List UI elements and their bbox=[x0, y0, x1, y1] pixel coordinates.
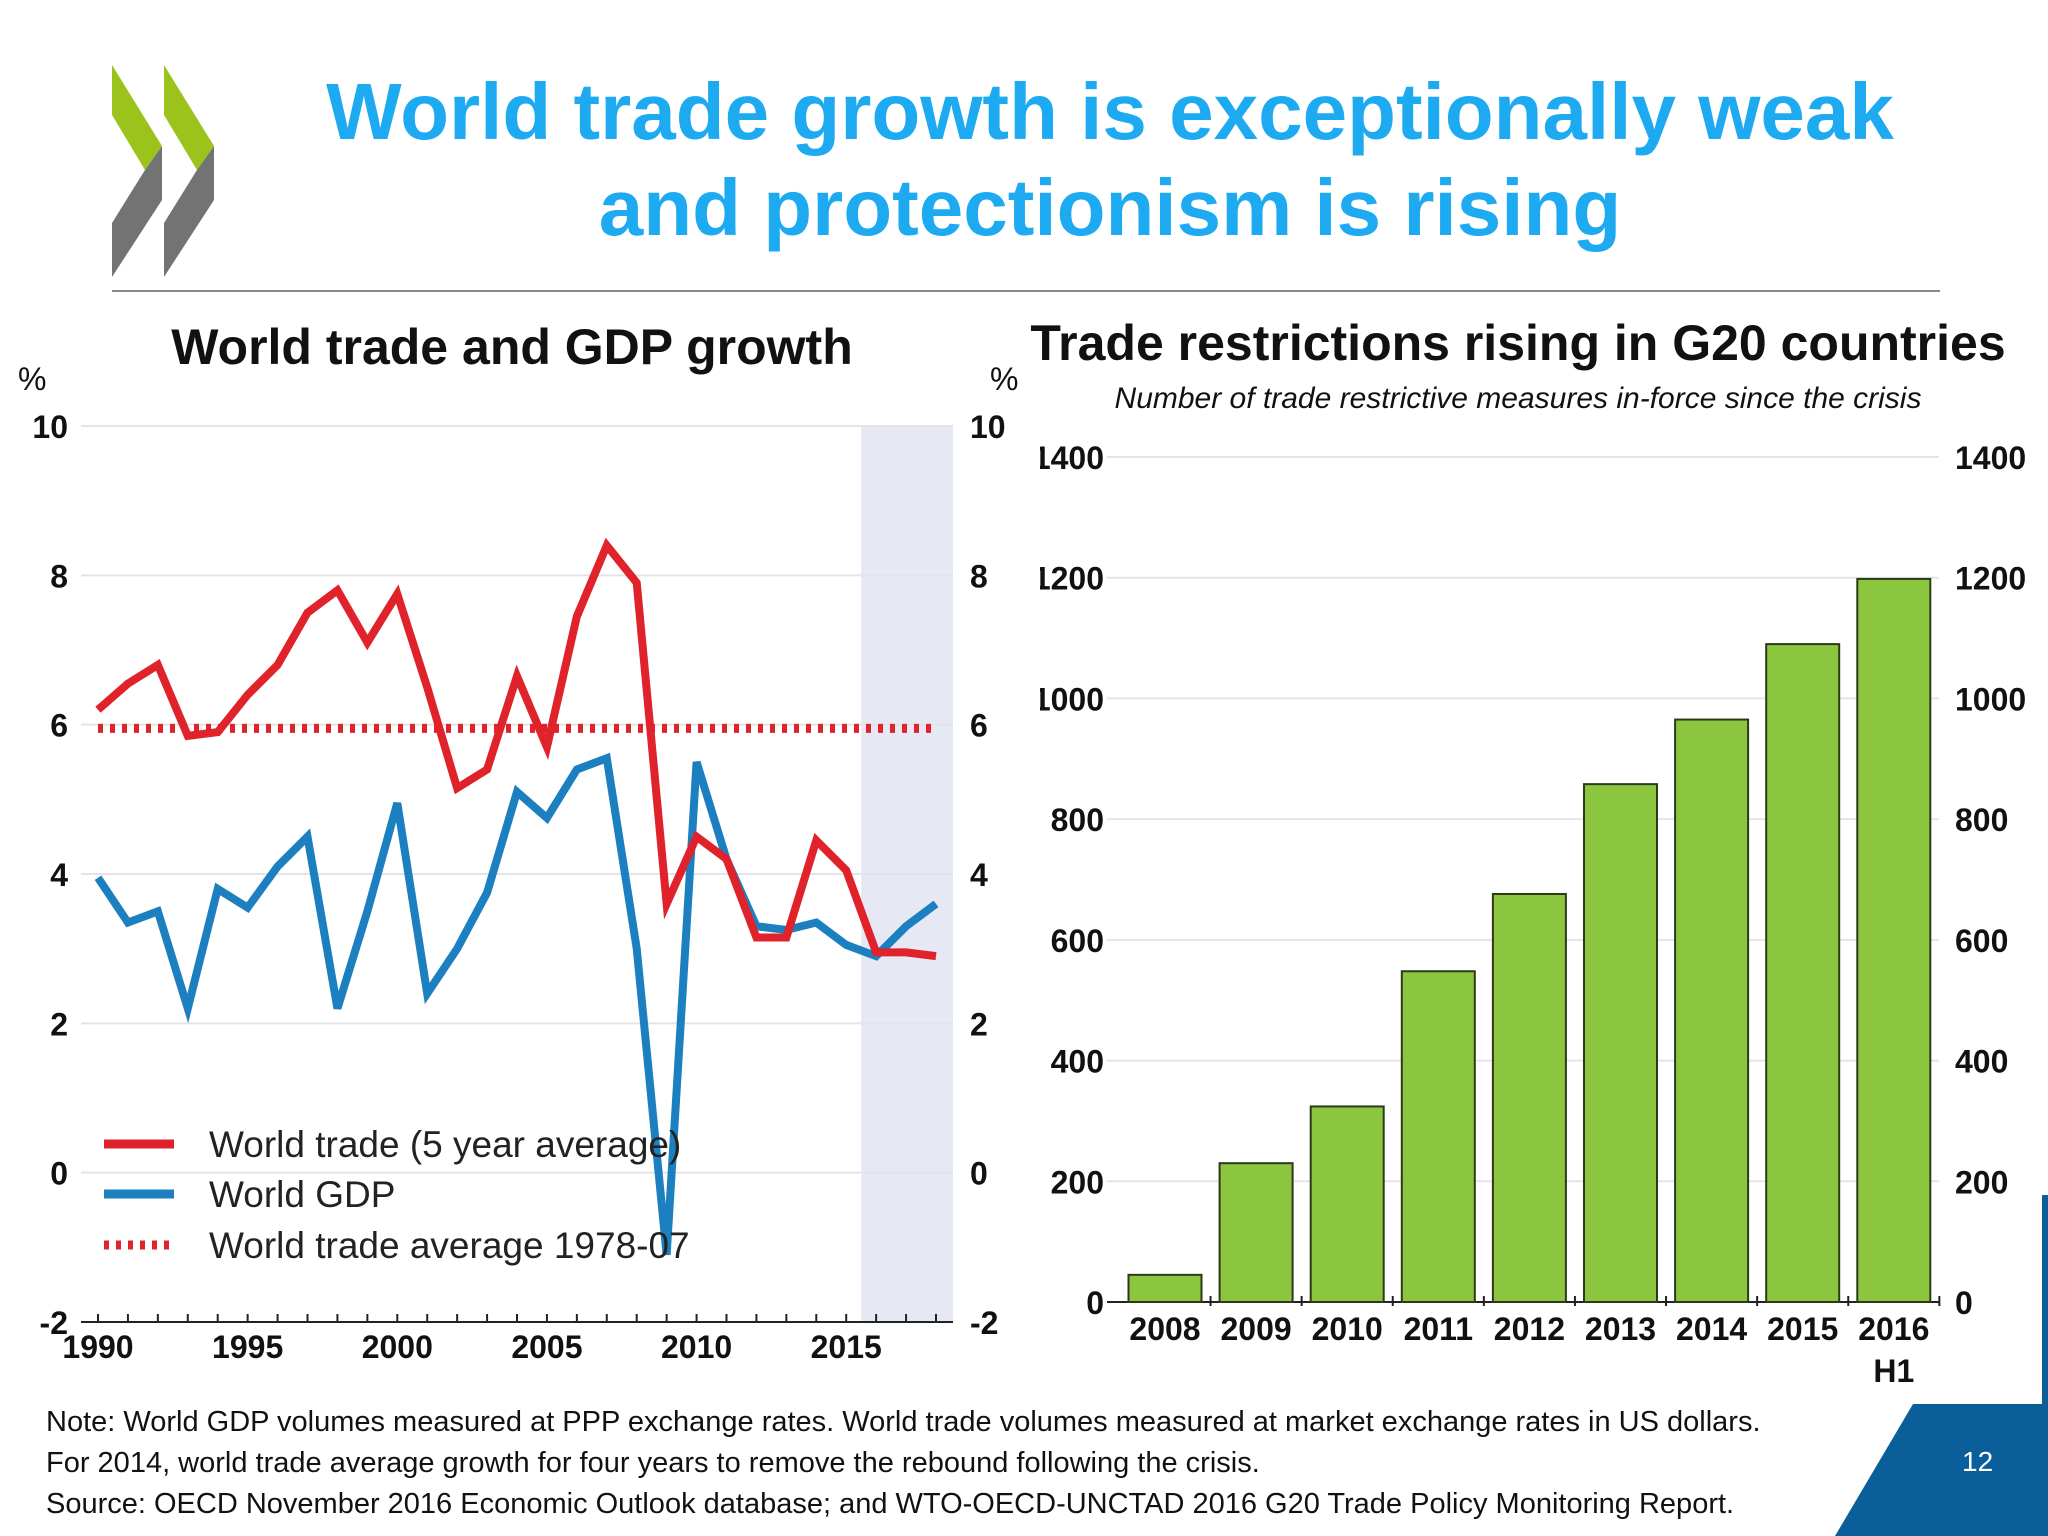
y-tick-label-right: 2 bbox=[970, 1006, 988, 1042]
y-tick-label-left: 8 bbox=[50, 558, 68, 594]
y-tick-label-left: 400 bbox=[1051, 1044, 1104, 1080]
trade-gdp-line-chart: 10 10 8 8 6 6 4 4 2 2 0 0 -2 -2% % 1990 1995 2000 2005 2010… bbox=[18, 361, 1018, 1365]
y-axis-unit-right: % bbox=[990, 361, 1018, 397]
x-tick-label: 2000 bbox=[362, 1329, 433, 1365]
y-tick-label-right: 1000 bbox=[1955, 681, 2026, 717]
y-tick-label-left: 6 bbox=[50, 708, 68, 744]
legend-world-gdp-label: World GDP bbox=[209, 1174, 395, 1215]
y-tick-label-right: 400 bbox=[1955, 1044, 2008, 1080]
x-tick-label: 2012 bbox=[1494, 1311, 1565, 1347]
y-tick-label-right: 800 bbox=[1955, 802, 2008, 838]
bar-2013 bbox=[1583, 783, 1658, 1303]
y-tick-label-left: 0 bbox=[1086, 1285, 1104, 1321]
series-world-gdp-line bbox=[94, 752, 939, 1256]
bar-2015 bbox=[1765, 643, 1841, 1303]
series-world-trade-line bbox=[95, 537, 937, 961]
right-chart-title: Trade restrictions rising in G20 countri… bbox=[1030, 315, 2006, 371]
y-tick-label-right: 6 bbox=[970, 708, 988, 744]
x-tick-label: 2013 bbox=[1585, 1311, 1656, 1347]
y-tick-label-right: -2 bbox=[970, 1305, 998, 1341]
legend-world-trade-label: World trade (5 year average) bbox=[209, 1124, 681, 1165]
x-tick-label: 2005 bbox=[511, 1329, 582, 1365]
y-tick-label-right: 200 bbox=[1955, 1164, 2008, 1200]
y-tick-label-right: 4 bbox=[970, 857, 988, 893]
y-tick-label-left: 800 bbox=[1051, 802, 1104, 838]
right-chart-subtitle: Number of trade restrictive measures in-… bbox=[1114, 382, 1922, 415]
bar-2011 bbox=[1400, 970, 1476, 1303]
note-line-2: For 2014, world trade average growth for… bbox=[46, 1447, 1260, 1479]
title-divider bbox=[112, 290, 1940, 292]
y-tick-label-left: 0 bbox=[50, 1156, 68, 1192]
legend-trade-average-label: World trade average 1978-07 bbox=[209, 1225, 690, 1266]
y-tick-label-right: 600 bbox=[1955, 923, 2008, 959]
x-tick-label: 2011 bbox=[1404, 1311, 1473, 1347]
x-tick-label: 2015 bbox=[1767, 1311, 1838, 1347]
bar-2010 bbox=[1309, 1105, 1385, 1304]
y-tick-label-left: 1200 bbox=[1040, 561, 1104, 597]
y-tick-label-left: -2 bbox=[40, 1305, 68, 1341]
bar-2014 bbox=[1674, 718, 1750, 1303]
x-tick-label: 2014 bbox=[1676, 1311, 1747, 1347]
oecd-logo bbox=[112, 65, 214, 277]
x-tick-label: 2010 bbox=[1312, 1311, 1383, 1347]
y-tick-label-right: 1400 bbox=[1955, 440, 2026, 476]
x-tick-label: 2009 bbox=[1221, 1311, 1292, 1347]
y-tick-label-left: 1000 bbox=[1040, 681, 1104, 717]
bar-2012 bbox=[1491, 892, 1567, 1303]
y-tick-label-left: 4 bbox=[50, 857, 68, 893]
y-tick-label-right: 1200 bbox=[1955, 561, 2026, 597]
trade-restrictions-bar-chart: 1400 1400 1200 1200 1000 1000 800 800 600 600 400 4… bbox=[1040, 440, 2026, 1389]
y-tick-label-left: 1400 bbox=[1040, 440, 1104, 476]
y-tick-label-left: 600 bbox=[1051, 923, 1104, 959]
y-tick-label-left: 2 bbox=[50, 1006, 68, 1042]
y-tick-label-right: 0 bbox=[1955, 1285, 1973, 1321]
x-tick-label: 1995 bbox=[212, 1329, 283, 1365]
x-tick-label: 2010 bbox=[661, 1329, 732, 1365]
note-line-1: Note: World GDP volumes measured at PPP … bbox=[46, 1406, 1761, 1438]
x-tick-label: 2008 bbox=[1129, 1311, 1200, 1347]
page-number: 12 bbox=[1962, 1446, 1994, 1477]
y-tick-label-right: 0 bbox=[970, 1156, 988, 1192]
y-axis-unit-left: % bbox=[18, 361, 46, 397]
bar-2008 bbox=[1127, 1273, 1203, 1303]
slide-title-line-2: and protectionism is rising bbox=[598, 163, 1622, 252]
bar-2009 bbox=[1218, 1162, 1294, 1304]
y-tick-label-right: 10 bbox=[970, 409, 1006, 445]
logo-chevron-right bbox=[164, 65, 214, 277]
y-tick-label-left: 200 bbox=[1051, 1164, 1104, 1200]
x-tick-label: 1990 bbox=[62, 1329, 133, 1365]
x-tick-label: 2015 bbox=[811, 1329, 882, 1365]
source-line: Source: OECD November 2016 Economic Outl… bbox=[46, 1488, 1735, 1520]
y-tick-label-right: 8 bbox=[970, 558, 988, 594]
y-tick-label-left: 10 bbox=[32, 409, 68, 445]
x-tick-sublabel: H1 bbox=[1873, 1353, 1914, 1389]
slide-title-line-1: World trade growth is exceptionally weak bbox=[326, 67, 1894, 156]
logo-chevron-left bbox=[112, 65, 162, 277]
left-chart-title: World trade and GDP growth bbox=[171, 319, 853, 375]
x-tick-label: 2016 bbox=[1858, 1311, 1929, 1347]
bar-2016 bbox=[1856, 577, 1932, 1303]
